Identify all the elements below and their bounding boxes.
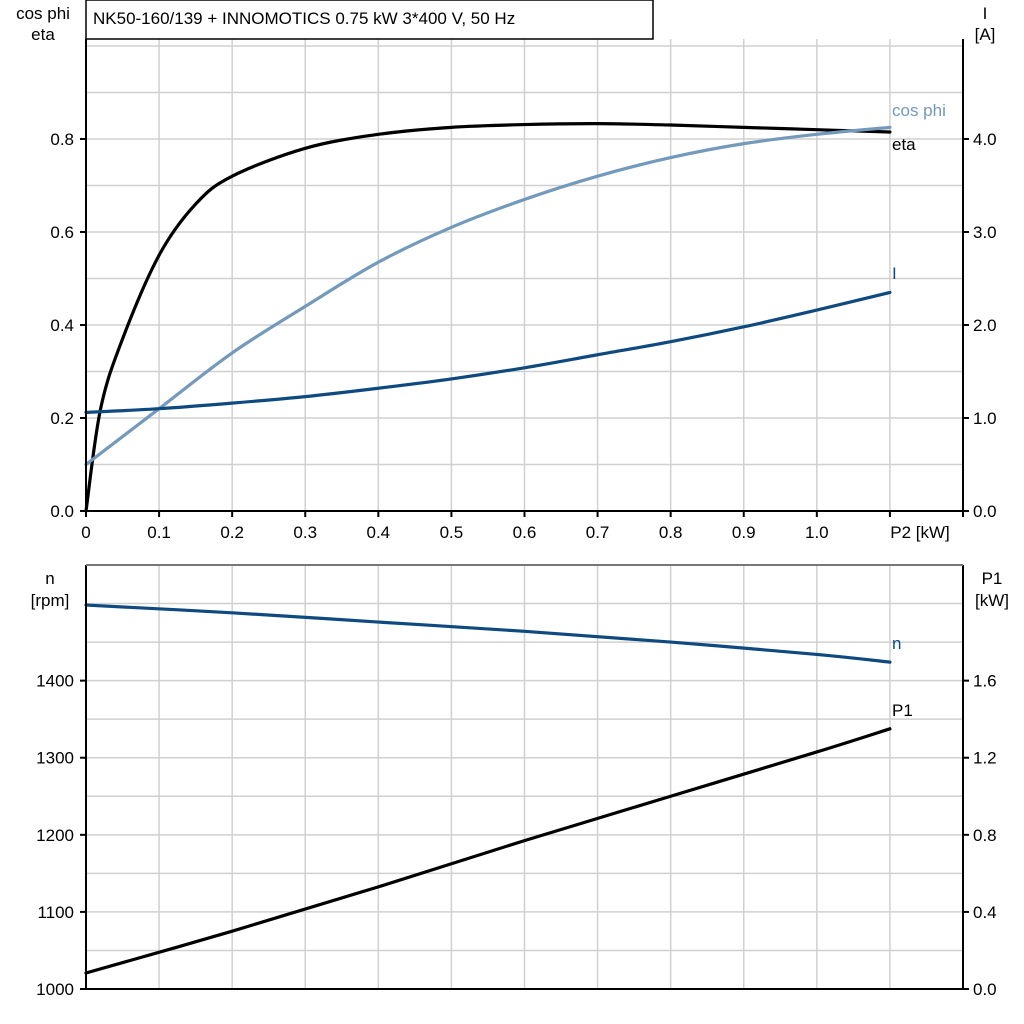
curve-p1 <box>84 727 892 975</box>
bottom-right-ylabel-1: P1 <box>982 569 1003 588</box>
top-left-ylabel-2: eta <box>31 25 55 44</box>
top-left-ylabel-1: cos phi <box>16 4 70 23</box>
x-tick-label: 0.9 <box>732 523 756 542</box>
y-tick-label-right: 0.8 <box>973 826 997 845</box>
chart-title: NK50-160/139 + INNOMOTICS 0.75 kW 3*400 … <box>93 9 515 28</box>
bottom-right-ylabel-2: [kW] <box>975 591 1009 610</box>
y-tick-label-left: 1000 <box>36 980 74 999</box>
y-tick-label-right: 4.0 <box>973 130 997 149</box>
series-label-cos-phi: cos phi <box>892 101 946 120</box>
curve-eta <box>84 122 892 513</box>
y-tick-label-right: 2.0 <box>973 316 997 335</box>
y-tick-label-right: 0.4 <box>973 903 997 922</box>
x-tick-label: 0.7 <box>586 523 610 542</box>
title-box <box>85 0 654 40</box>
y-tick-label-left: 1100 <box>37 903 74 922</box>
x-tick-label: 0.3 <box>293 523 317 542</box>
curve-n <box>84 603 892 664</box>
x-axis-label: P2 [kW] <box>890 523 950 542</box>
top-right-ylabel-2: [A] <box>975 25 996 44</box>
y-tick-label-left: 1300 <box>36 749 74 768</box>
y-tick-label-left: 0.0 <box>50 502 74 521</box>
series-label-i: I <box>892 264 897 283</box>
y-tick-label-left: 0.8 <box>50 130 74 149</box>
y-tick-label-right: 1.6 <box>973 672 997 691</box>
x-tick-label: 0.6 <box>513 523 537 542</box>
y-tick-label-left: 0.4 <box>50 316 74 335</box>
x-tick-label: 0.4 <box>367 523 391 542</box>
bottom-left-ylabel-1: n <box>45 569 54 588</box>
bottom-grid <box>86 565 963 989</box>
curve-cos-phi <box>84 125 892 467</box>
top-grid <box>86 39 963 511</box>
y-tick-label-left: 1200 <box>36 826 74 845</box>
x-tick-label: 1.0 <box>805 523 829 542</box>
curves <box>84 122 892 975</box>
y-tick-label-left: 1400 <box>36 672 74 691</box>
y-tick-label-left: 0.2 <box>50 409 74 428</box>
tick-labels: 0.0 0.2 0.4 0.6 0.8 0.0 1.0 2.0 3.0 4.0 0 0.1 0.2 0.3… <box>36 130 996 999</box>
y-tick-label-right: 3.0 <box>973 223 997 242</box>
bottom-left-ylabel-2: [rpm] <box>31 591 70 610</box>
x-tick-label: 0.5 <box>440 523 464 542</box>
series-label-n: n <box>892 634 901 653</box>
y-tick-label-right: 1.2 <box>973 749 997 768</box>
x-tick-label: 0.2 <box>220 523 244 542</box>
y-tick-label-right: 0.0 <box>973 502 997 521</box>
y-tick-label-left: 0.6 <box>50 223 74 242</box>
y-tick-label-right: 1.0 <box>973 409 997 428</box>
x-tick-label: 0 <box>81 523 90 542</box>
x-tick-label: 0.8 <box>659 523 683 542</box>
y-tick-label-right: 0.0 <box>973 980 997 999</box>
axes <box>80 39 969 990</box>
x-tick-label: 0.1 <box>147 523 171 542</box>
top-right-ylabel-1: I <box>983 4 988 23</box>
series-label-p1: P1 <box>892 701 913 720</box>
curve-i <box>84 290 892 415</box>
series-label-eta: eta <box>892 135 916 154</box>
